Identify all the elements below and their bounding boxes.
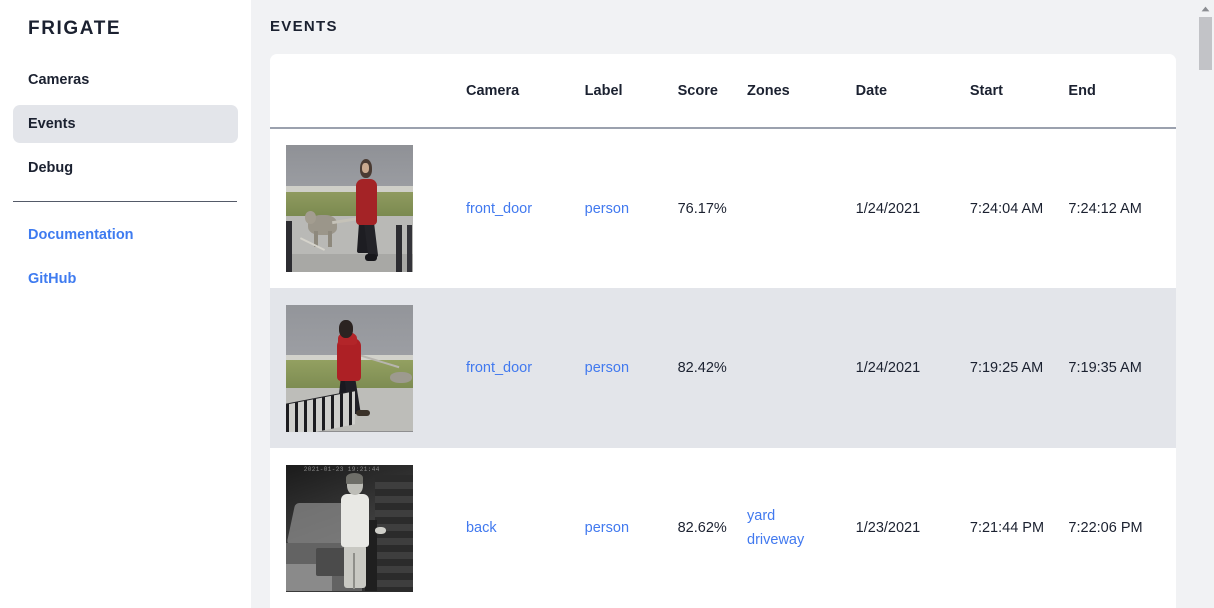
sidebar-item-events[interactable]: Events bbox=[13, 105, 238, 143]
sidebar-divider bbox=[13, 201, 237, 202]
event-thumbnail-image[interactable] bbox=[286, 304, 413, 432]
event-zones-cell: yard driveway bbox=[747, 448, 856, 608]
event-thumbnail-cell bbox=[270, 288, 466, 448]
zone-link[interactable]: driveway bbox=[747, 532, 805, 548]
sidebar-link-documentation[interactable]: Documentation bbox=[28, 227, 134, 243]
event-date-cell: 1/24/2021 bbox=[855, 200, 921, 217]
event-zones-cell bbox=[747, 128, 856, 288]
event-camera-cell: front_door bbox=[466, 288, 585, 448]
event-start-cell: 7:21:44 PM bbox=[969, 520, 1045, 536]
column-header-start: Start bbox=[969, 82, 1003, 99]
event-zones-cell bbox=[747, 288, 856, 448]
thumbnail-timestamp-overlay: 2021-01-23 19:21:44 bbox=[303, 465, 380, 473]
table-row[interactable]: front_door person 76.17% 1/24/2021 7:24:… bbox=[270, 128, 1176, 288]
column-header-zones: Zones bbox=[747, 82, 790, 99]
label-link[interactable]: person bbox=[584, 360, 630, 376]
column-header-camera: Camera bbox=[465, 82, 520, 99]
column-header-end: End bbox=[1068, 82, 1096, 99]
camera-link[interactable]: back bbox=[465, 520, 497, 536]
events-table-head: Camera Label Score Zones Date Start End bbox=[270, 54, 1176, 128]
events-table-body: front_door person 76.17% 1/24/2021 7:24:… bbox=[270, 128, 1176, 608]
sidebar: FRIGATE Cameras Events Debug Documentati… bbox=[0, 0, 251, 608]
event-date-cell: 1/24/2021 bbox=[855, 360, 921, 376]
event-label-cell: person bbox=[585, 448, 678, 608]
camera-link[interactable]: front_door bbox=[465, 360, 533, 376]
scrollbar-thumb[interactable] bbox=[1199, 17, 1212, 70]
events-table: Camera Label Score Zones Date Start End bbox=[270, 54, 1176, 608]
event-label-cell: person bbox=[585, 288, 678, 448]
event-thumbnail-cell: 2021-01-23 19:21:44 bbox=[270, 448, 466, 608]
app-brand-title: FRIGATE bbox=[28, 18, 122, 39]
event-thumbnail-image[interactable] bbox=[286, 145, 413, 272]
scroll-up-arrow-icon[interactable] bbox=[1197, 0, 1214, 17]
event-end-cell: 7:19:35 AM bbox=[1068, 360, 1142, 376]
main-content: EVENTS Camera Label Score Zones Date Sta… bbox=[251, 0, 1214, 608]
event-camera-cell: back bbox=[466, 448, 585, 608]
page-title: EVENTS bbox=[270, 18, 338, 35]
sidebar-item-cameras[interactable]: Cameras bbox=[28, 72, 90, 88]
vertical-scrollbar[interactable] bbox=[1197, 0, 1214, 608]
event-score-cell: 82.42% bbox=[677, 360, 727, 376]
sidebar-link-github[interactable]: GitHub bbox=[28, 271, 77, 287]
event-end-cell: 7:22:06 PM bbox=[1068, 520, 1143, 536]
event-thumbnail-cell bbox=[270, 128, 466, 288]
column-header-score: Score bbox=[677, 82, 718, 99]
camera-link[interactable]: front_door bbox=[465, 200, 533, 217]
label-link[interactable]: person bbox=[584, 520, 630, 536]
event-camera-cell: front_door bbox=[466, 128, 585, 288]
event-start-cell: 7:24:04 AM bbox=[969, 200, 1044, 217]
zone-link[interactable]: yard bbox=[747, 508, 776, 524]
label-link[interactable]: person bbox=[584, 200, 630, 217]
event-start-cell: 7:19:25 AM bbox=[969, 360, 1044, 376]
table-row[interactable]: front_door person 82.42% 1/24/2021 7:19:… bbox=[270, 288, 1176, 448]
event-score-cell: 82.62% bbox=[677, 520, 727, 536]
event-thumbnail-image[interactable]: 2021-01-23 19:21:44 bbox=[286, 464, 413, 592]
sidebar-item-debug[interactable]: Debug bbox=[28, 160, 74, 176]
event-label-cell: person bbox=[585, 128, 678, 288]
events-card: Camera Label Score Zones Date Start End bbox=[270, 54, 1176, 608]
column-header-thumbnail bbox=[270, 54, 466, 128]
column-header-date: Date bbox=[855, 82, 888, 99]
event-score-cell: 76.17% bbox=[677, 200, 727, 217]
event-end-cell: 7:24:12 AM bbox=[1068, 200, 1142, 217]
sidebar-nav: Cameras Events Debug Documentation GitHu… bbox=[0, 61, 251, 298]
event-date-cell: 1/23/2021 bbox=[855, 520, 921, 536]
column-header-label: Label bbox=[584, 82, 623, 99]
table-row[interactable]: 2021-01-23 19:21:44 back person 82.62% y… bbox=[270, 448, 1176, 608]
events-table-header-row: Camera Label Score Zones Date Start End bbox=[270, 54, 1176, 128]
